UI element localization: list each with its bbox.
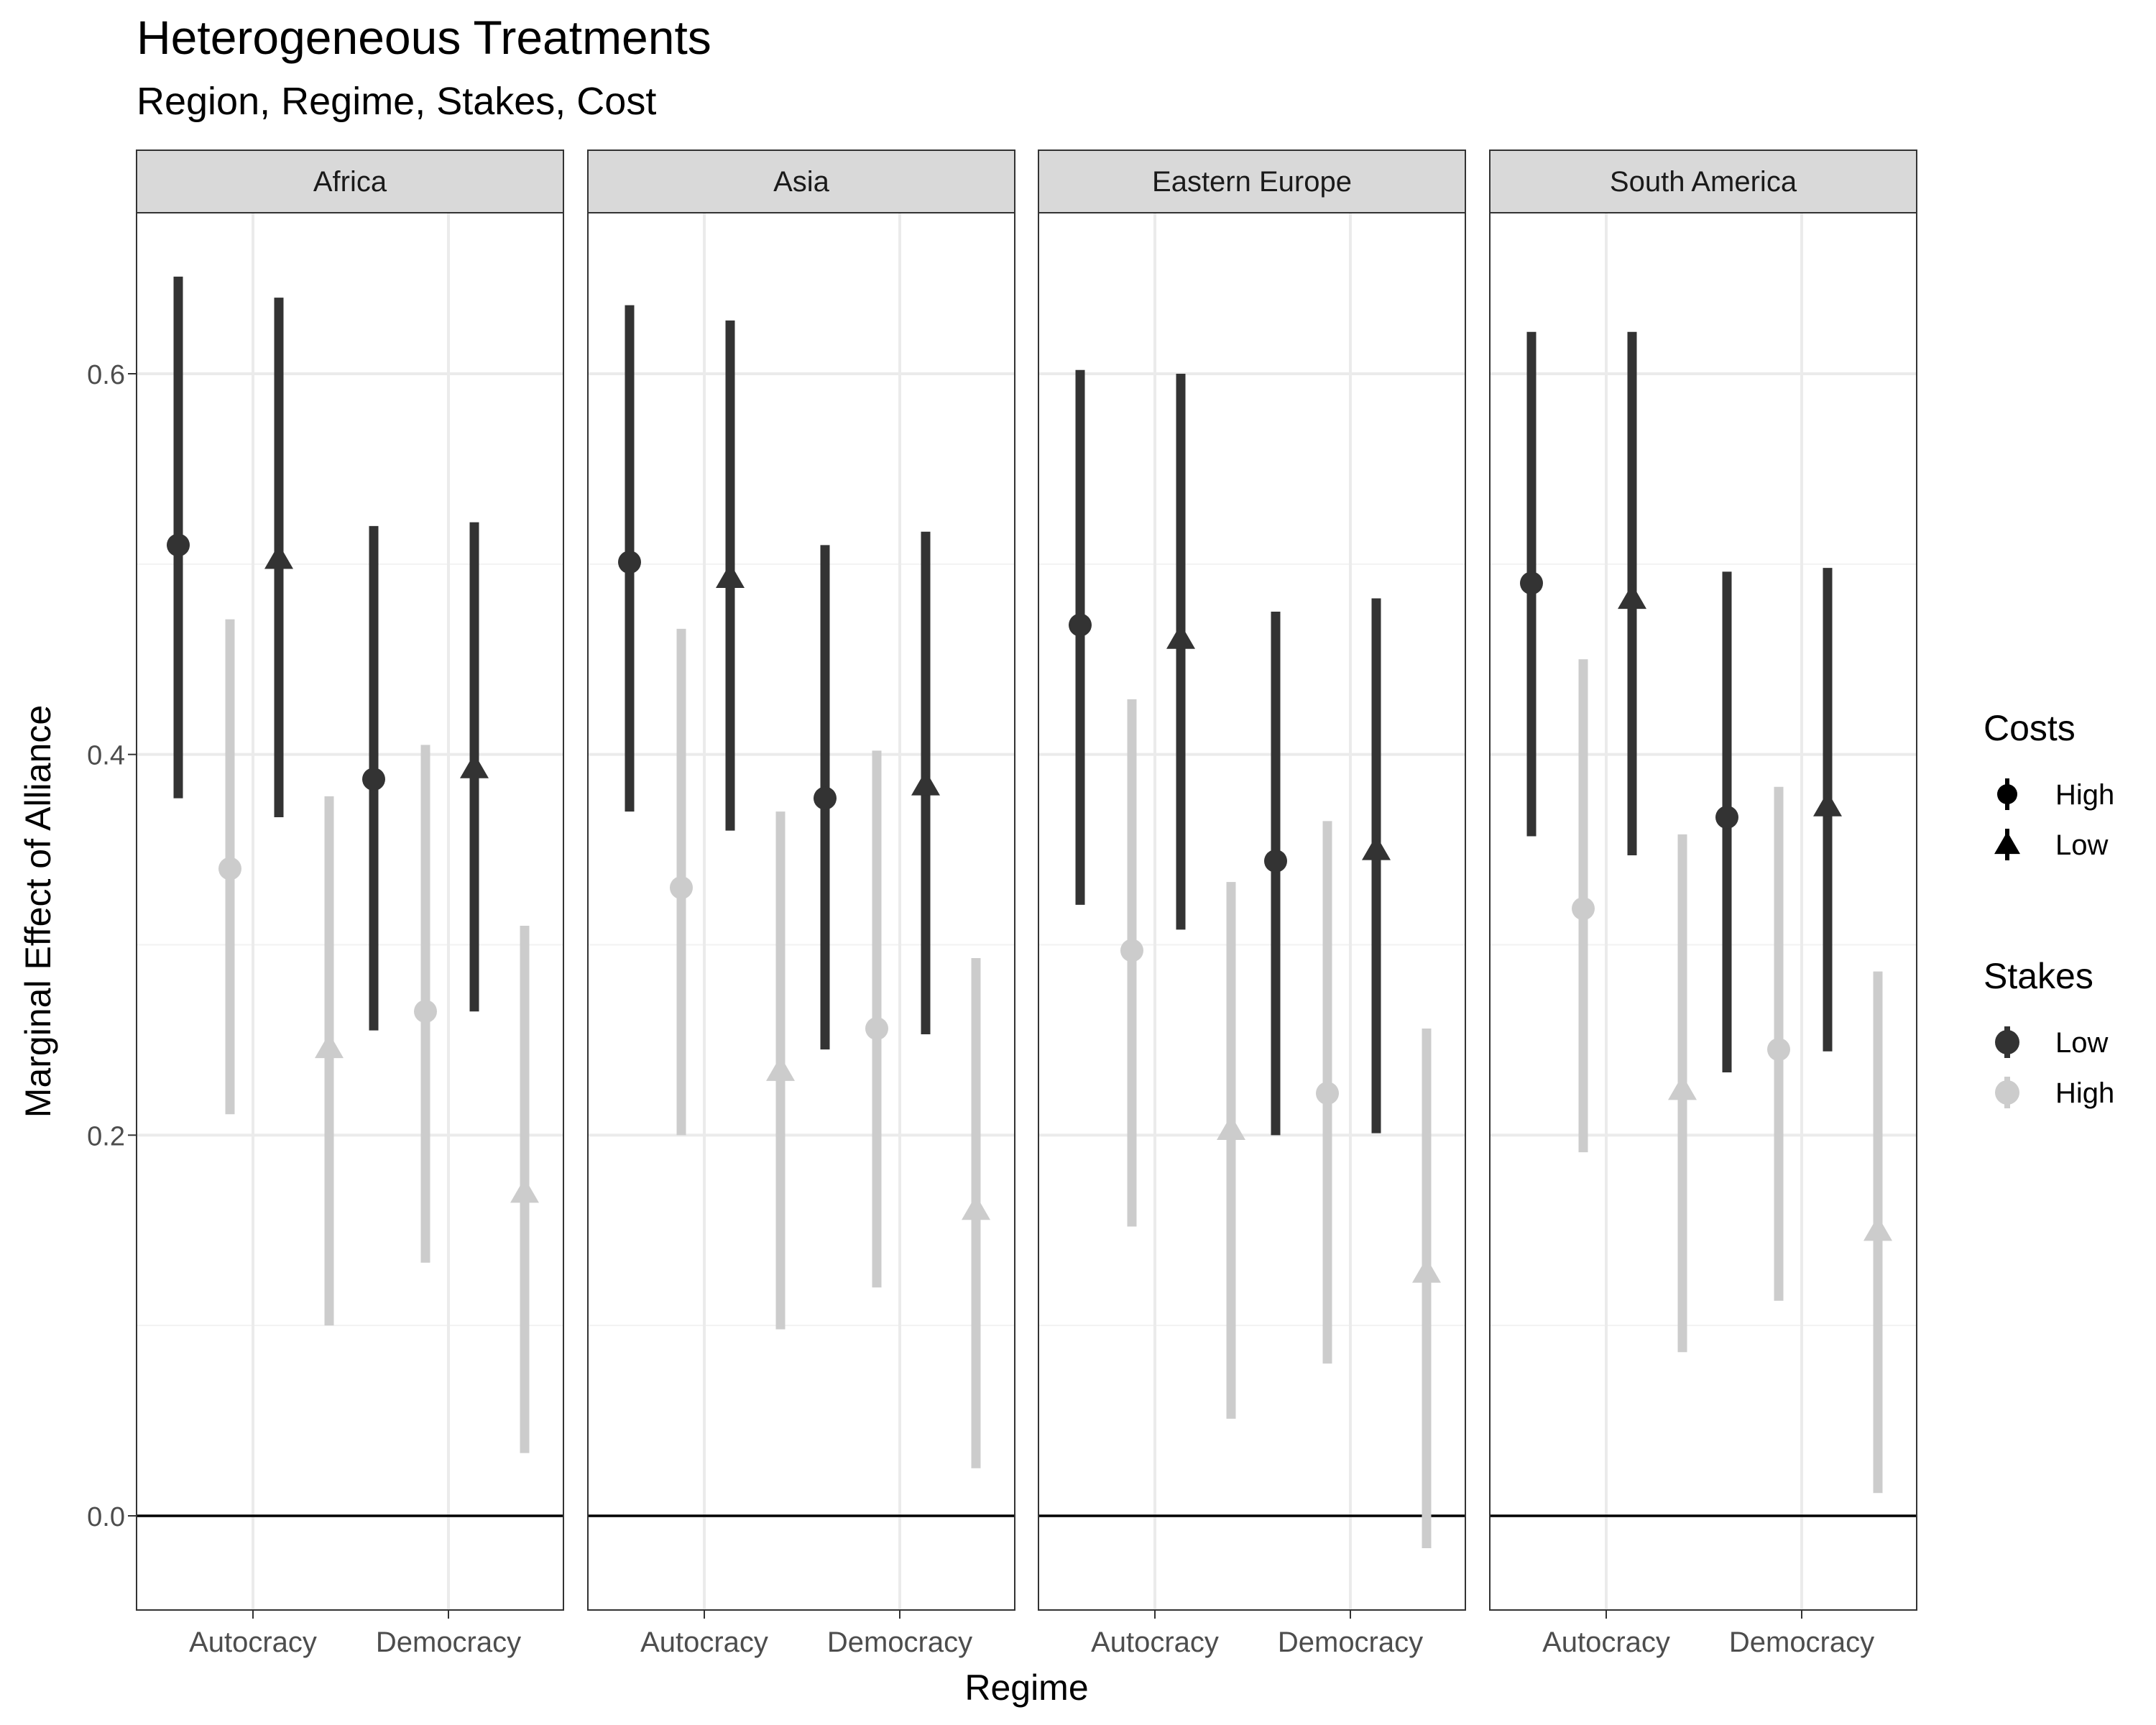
legend-key-circle bbox=[1995, 1030, 2019, 1054]
legend-title: Stakes bbox=[1984, 956, 2093, 996]
triangle-marker bbox=[315, 1033, 344, 1059]
x-tick-label: Autocracy bbox=[640, 1627, 768, 1658]
point-marker bbox=[1069, 613, 1092, 637]
triangle-marker bbox=[716, 563, 745, 588]
point-marker bbox=[618, 551, 641, 574]
triangle-marker bbox=[1166, 624, 1195, 649]
legend-label: High bbox=[2055, 1077, 2114, 1109]
triangle-marker bbox=[1618, 584, 1646, 610]
y-axis-title: Marginal Effect of Alliance bbox=[18, 705, 58, 1118]
point-marker bbox=[670, 876, 693, 900]
triangle-marker bbox=[1813, 791, 1842, 816]
facet-strip bbox=[136, 150, 564, 213]
legend-label: High bbox=[2055, 779, 2114, 811]
legend-key-triangle bbox=[1994, 832, 2020, 855]
triangle-marker bbox=[1217, 1115, 1245, 1140]
x-tick-label: Democracy bbox=[1278, 1627, 1423, 1658]
point-marker bbox=[1316, 1082, 1339, 1105]
legend-title: Costs bbox=[1984, 708, 2076, 748]
facet-label: Eastern Europe bbox=[1152, 166, 1352, 198]
facet-strip bbox=[587, 150, 1015, 213]
point-marker bbox=[414, 1000, 437, 1024]
x-tick-label: Autocracy bbox=[1542, 1627, 1670, 1658]
triangle-marker bbox=[1864, 1215, 1892, 1241]
legend-key-circle bbox=[1997, 784, 2017, 804]
triangle-marker bbox=[766, 1056, 795, 1081]
point-marker bbox=[865, 1017, 888, 1041]
point-marker bbox=[1767, 1038, 1790, 1062]
triangle-marker bbox=[911, 770, 940, 796]
point-marker bbox=[1520, 571, 1543, 595]
x-tick-label: Autocracy bbox=[1091, 1627, 1219, 1658]
facet-label: Asia bbox=[773, 166, 830, 198]
legend-key-circle bbox=[1995, 1080, 2019, 1105]
x-tick-label: Democracy bbox=[1729, 1627, 1874, 1658]
triangle-marker bbox=[1362, 835, 1391, 860]
facet-strip bbox=[1489, 150, 1917, 213]
triangle-marker bbox=[264, 543, 293, 569]
chart-title: Heterogeneous Treatments bbox=[137, 11, 711, 64]
chart-subtitle: Region, Regime, Stakes, Cost bbox=[137, 80, 657, 123]
point-marker bbox=[362, 768, 385, 791]
triangle-marker bbox=[510, 1177, 539, 1203]
y-tick-label: 0.0 bbox=[87, 1502, 125, 1532]
triangle-marker bbox=[962, 1195, 990, 1220]
legend-label: Low bbox=[2055, 1027, 2108, 1059]
panel-background bbox=[588, 213, 1015, 1610]
point-marker bbox=[1264, 849, 1287, 873]
x-axis-title: Regime bbox=[964, 1668, 1088, 1708]
triangle-marker bbox=[1668, 1075, 1697, 1100]
point-marker bbox=[167, 533, 190, 557]
x-tick-label: Democracy bbox=[827, 1627, 972, 1658]
point-marker bbox=[1120, 939, 1143, 962]
panel-background bbox=[1490, 213, 1917, 1610]
point-marker bbox=[1572, 897, 1595, 921]
point-marker bbox=[1715, 806, 1738, 829]
x-tick-label: Democracy bbox=[376, 1627, 521, 1658]
triangle-marker bbox=[460, 753, 489, 778]
y-tick-label: 0.2 bbox=[87, 1121, 125, 1151]
panel-background bbox=[1038, 213, 1465, 1610]
point-marker bbox=[218, 857, 241, 880]
facet-label: Africa bbox=[313, 166, 387, 198]
facet-label: South America bbox=[1610, 166, 1797, 198]
panel-background bbox=[137, 213, 563, 1610]
legend-label: Low bbox=[2055, 829, 2108, 861]
facet-strip bbox=[1038, 150, 1466, 213]
y-tick-label: 0.4 bbox=[87, 741, 125, 771]
point-marker bbox=[814, 786, 837, 810]
y-tick-label: 0.6 bbox=[87, 360, 125, 390]
triangle-marker bbox=[1412, 1258, 1441, 1283]
x-tick-label: Autocracy bbox=[189, 1627, 317, 1658]
